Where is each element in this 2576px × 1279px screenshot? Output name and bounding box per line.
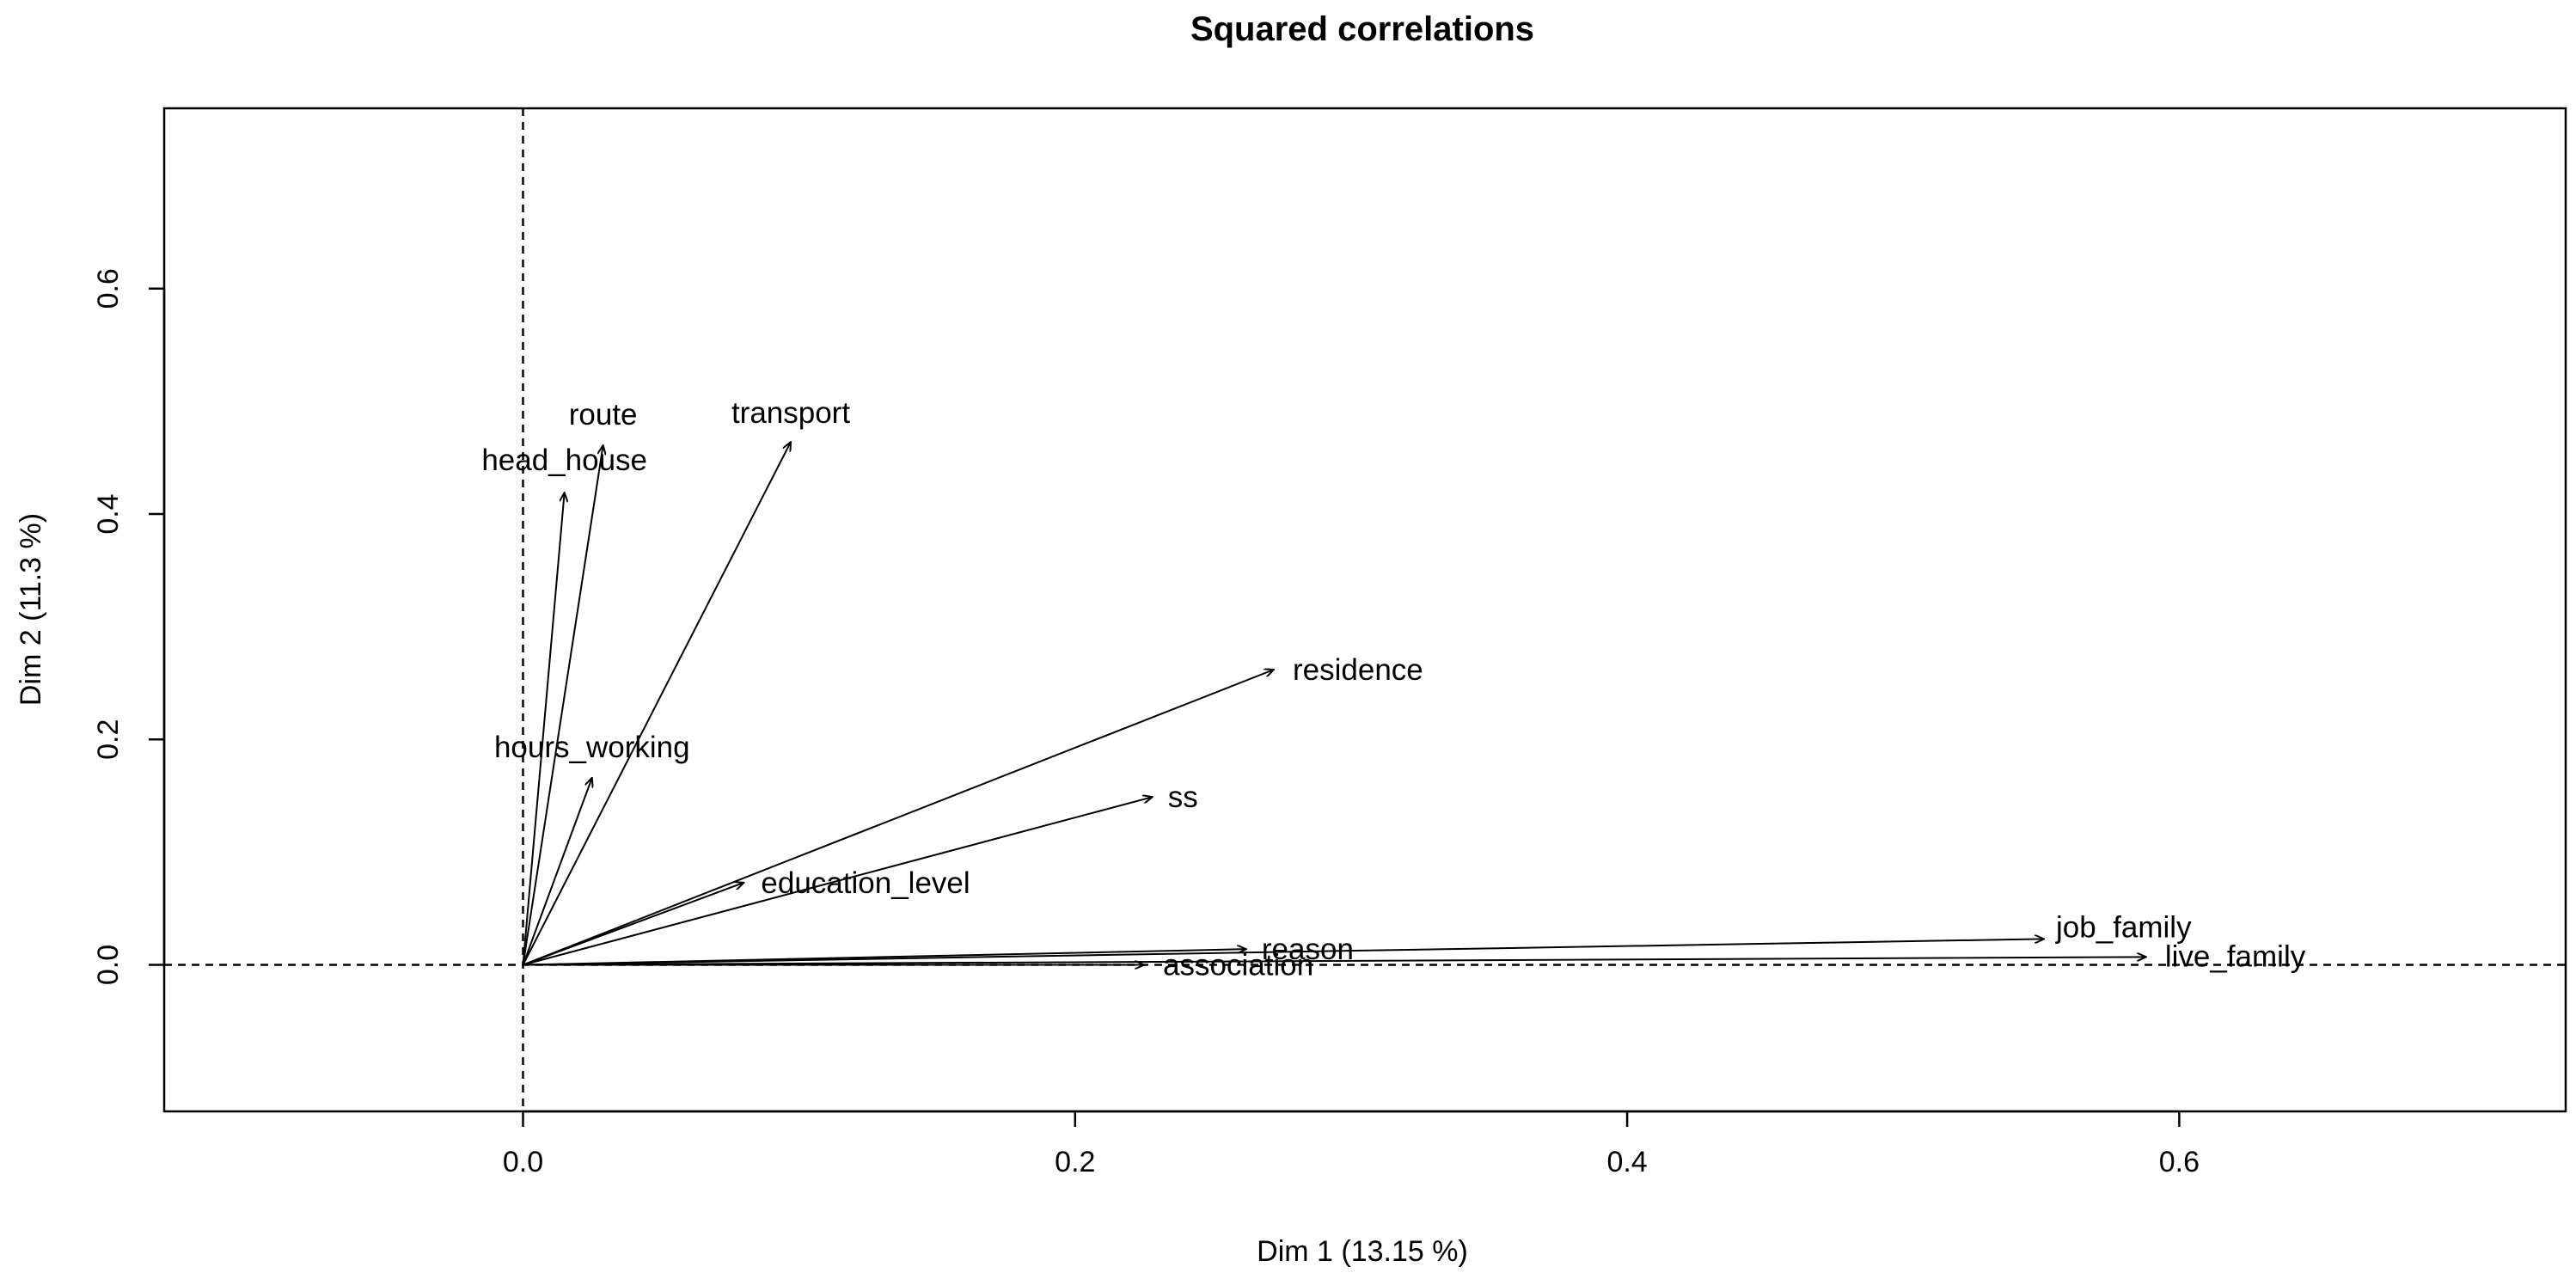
vector-hours-working (522, 778, 591, 965)
y-tick-label: 0.2 (92, 719, 125, 760)
y-tick-label: 0.4 (92, 493, 125, 534)
vector-route (522, 445, 603, 965)
vector-label-education-level: education_level (761, 866, 970, 900)
vector-arrows (522, 442, 2145, 966)
y-tick-label: 0.0 (92, 945, 125, 985)
x-tick-label: 0.6 (2159, 1146, 2200, 1178)
chart-title: Squared correlations (1190, 10, 1534, 48)
vector-labels: route head_house transport residence hours_w… (481, 396, 2305, 982)
vector-label-hours-working: hours_working (494, 731, 690, 764)
vector-label-reason: reason (1262, 933, 1354, 966)
vector-ss (523, 797, 1152, 966)
y-tick-label: 0.6 (92, 268, 125, 309)
y-axis: 0.0 0.2 0.4 0.6 (92, 268, 166, 985)
vector-label-ss: ss (1168, 780, 1198, 814)
vector-label-job-family: job_family (2055, 910, 2192, 944)
vector-job-family (523, 939, 2044, 966)
vector-transport (522, 442, 791, 965)
x-axis-title: Dim 1 (13.15 %) (1257, 1235, 1468, 1268)
y-axis-title: Dim 2 (11.3 %) (15, 513, 47, 706)
x-tick-label: 0.2 (1055, 1146, 1095, 1178)
vector-label-association: association (1163, 949, 1313, 982)
vector-education-level (523, 883, 743, 966)
x-axis: 0.0 0.2 0.4 0.6 (503, 1110, 2200, 1178)
vector-label-transport: transport (731, 396, 850, 430)
vector-live-family (523, 957, 2145, 966)
x-tick-label: 0.0 (503, 1146, 543, 1178)
vector-head-house (522, 493, 564, 965)
vector-label-residence: residence (1293, 653, 1423, 687)
vector-label-route: route (569, 398, 638, 431)
vector-residence (523, 670, 1274, 966)
vector-label-live-family: live_family (2165, 939, 2306, 973)
x-tick-label: 0.4 (1606, 1146, 1647, 1178)
vector-label-head-house: head_house (481, 444, 647, 477)
